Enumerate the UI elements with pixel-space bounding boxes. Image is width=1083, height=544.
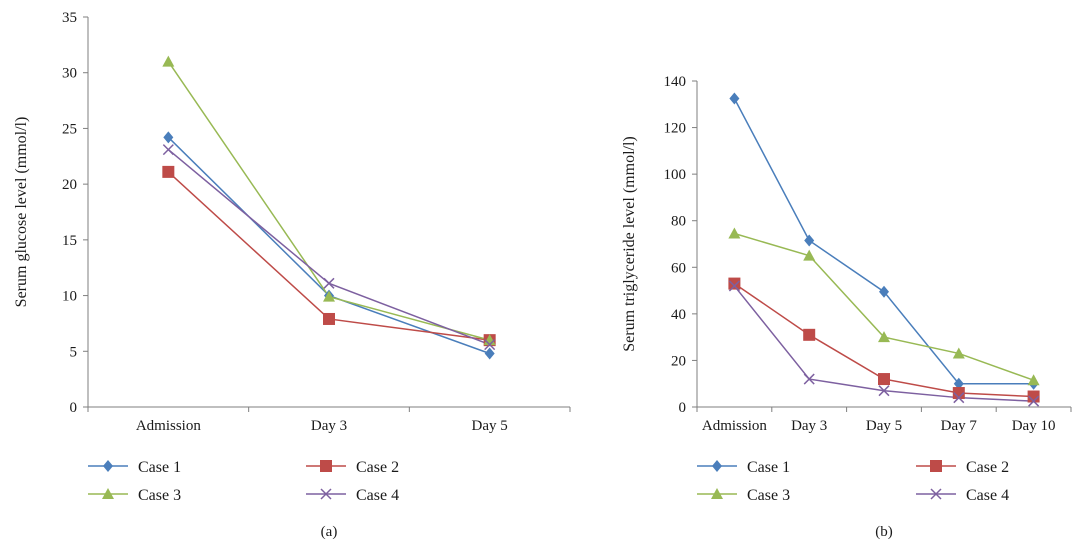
legend-marker xyxy=(102,488,114,499)
y-tick-label: 140 xyxy=(664,74,687,90)
data-point-case-2 xyxy=(952,387,965,400)
legend-item-case-1: Case 1 xyxy=(88,459,181,476)
data-point-case-3 xyxy=(1027,374,1040,386)
legend-label: Case 2 xyxy=(356,459,399,476)
data-point-case-4 xyxy=(878,385,890,397)
legend-marker xyxy=(930,460,942,472)
y-tick-label: 60 xyxy=(671,260,686,276)
x-tick-label: Day 3 xyxy=(311,418,347,434)
chart-panel-b: 0 20 40 60 80 100 120 140 Admission Day 3 Day 5 Day… xyxy=(621,74,1072,540)
y-tick-label: 20 xyxy=(62,177,77,193)
legend-item-case-3: Case 3 xyxy=(697,487,790,504)
data-point-case-2 xyxy=(803,328,816,341)
series-line-case-3 xyxy=(734,232,1034,381)
y-axis-title: Serum triglyceride level (mmol/l) xyxy=(621,136,638,352)
y-tick-label: 10 xyxy=(62,289,77,305)
legend-label: Case 1 xyxy=(138,459,181,476)
legend-item-case-4: Case 4 xyxy=(306,487,399,504)
y-tick-label: 25 xyxy=(62,121,77,137)
y-tick-label: 15 xyxy=(62,233,77,249)
data-point-case-4 xyxy=(484,339,496,351)
legend: Case 1 Case 2 Case 3 Case 4 xyxy=(697,459,1009,504)
data-point-case-3 xyxy=(952,347,965,359)
chart-panel-a: 0 5 10 15 20 25 30 35 Admission Day 3 Day 5 Serum g… xyxy=(13,10,571,540)
legend-item-case-2: Case 2 xyxy=(916,459,1009,476)
legend-marker xyxy=(711,488,723,499)
data-point-case-1 xyxy=(163,131,174,144)
y-tick-label: 20 xyxy=(671,353,686,369)
data-point-case-2 xyxy=(878,373,890,386)
y-tick-label: 5 xyxy=(70,344,78,360)
data-point-case-2 xyxy=(323,312,335,325)
y-axis-title: Serum glucose level (mmol/l) xyxy=(13,117,30,308)
legend-marker xyxy=(930,488,942,500)
data-point-case-4 xyxy=(953,392,965,404)
x-tick-label: Day 10 xyxy=(1012,418,1056,434)
legend-label: Case 3 xyxy=(138,487,181,504)
legend-item-case-2: Case 2 xyxy=(306,459,399,476)
y-tick-label: 40 xyxy=(671,307,686,323)
x-tick-label: Day 7 xyxy=(941,418,978,434)
data-point-case-1 xyxy=(484,347,495,360)
data-point-case-2 xyxy=(162,165,175,178)
data-point-case-3 xyxy=(878,331,890,343)
legend-label: Case 4 xyxy=(356,487,399,504)
x-tick-label: Day 5 xyxy=(472,418,508,434)
legend-label: Case 1 xyxy=(747,459,790,476)
legend-label: Case 3 xyxy=(747,487,790,504)
y-tick-label: 80 xyxy=(671,214,686,230)
legend-label: Case 2 xyxy=(966,459,1009,476)
data-point-case-3 xyxy=(803,249,816,261)
data-point-case-4 xyxy=(1028,395,1040,407)
data-point-case-2 xyxy=(1027,390,1040,403)
data-point-case-3 xyxy=(162,55,175,67)
data-point-case-2 xyxy=(728,277,741,290)
panel-label: (a) xyxy=(321,524,338,540)
x-tick-label: Day 3 xyxy=(791,418,827,434)
y-tick-label: 120 xyxy=(664,121,687,137)
y-tick-label: 0 xyxy=(679,400,687,416)
data-point-case-1 xyxy=(804,234,815,247)
data-point-case-1 xyxy=(953,377,964,390)
y-tick-label: 30 xyxy=(62,66,77,82)
legend-item-case-3: Case 3 xyxy=(88,487,181,504)
x-tick-label: Admission xyxy=(136,418,202,434)
x-tick-label: Day 5 xyxy=(866,418,902,434)
data-point-case-1 xyxy=(729,92,740,105)
panel-label: (b) xyxy=(875,524,893,540)
legend-marker xyxy=(103,460,113,472)
data-point-case-3 xyxy=(323,290,335,302)
legend-item-case-1: Case 1 xyxy=(697,459,790,476)
data-point-case-4 xyxy=(803,373,815,385)
x-tick-label: Admission xyxy=(702,418,768,434)
legend-marker xyxy=(320,460,332,472)
y-tick-label: 35 xyxy=(62,10,77,26)
legend-marker xyxy=(320,488,332,500)
data-point-case-4 xyxy=(162,144,174,156)
y-tick-label: 100 xyxy=(664,167,687,183)
legend: Case 1 Case 2 Case 3 Case 4 xyxy=(88,459,399,504)
data-point-case-3 xyxy=(728,227,741,239)
legend-item-case-4: Case 4 xyxy=(916,487,1009,504)
legend-marker xyxy=(712,460,722,472)
data-point-case-1 xyxy=(879,285,889,298)
data-point-case-4 xyxy=(323,277,335,289)
legend-label: Case 4 xyxy=(966,487,1009,504)
data-point-case-4 xyxy=(728,280,740,292)
y-tick-label: 0 xyxy=(70,400,78,416)
